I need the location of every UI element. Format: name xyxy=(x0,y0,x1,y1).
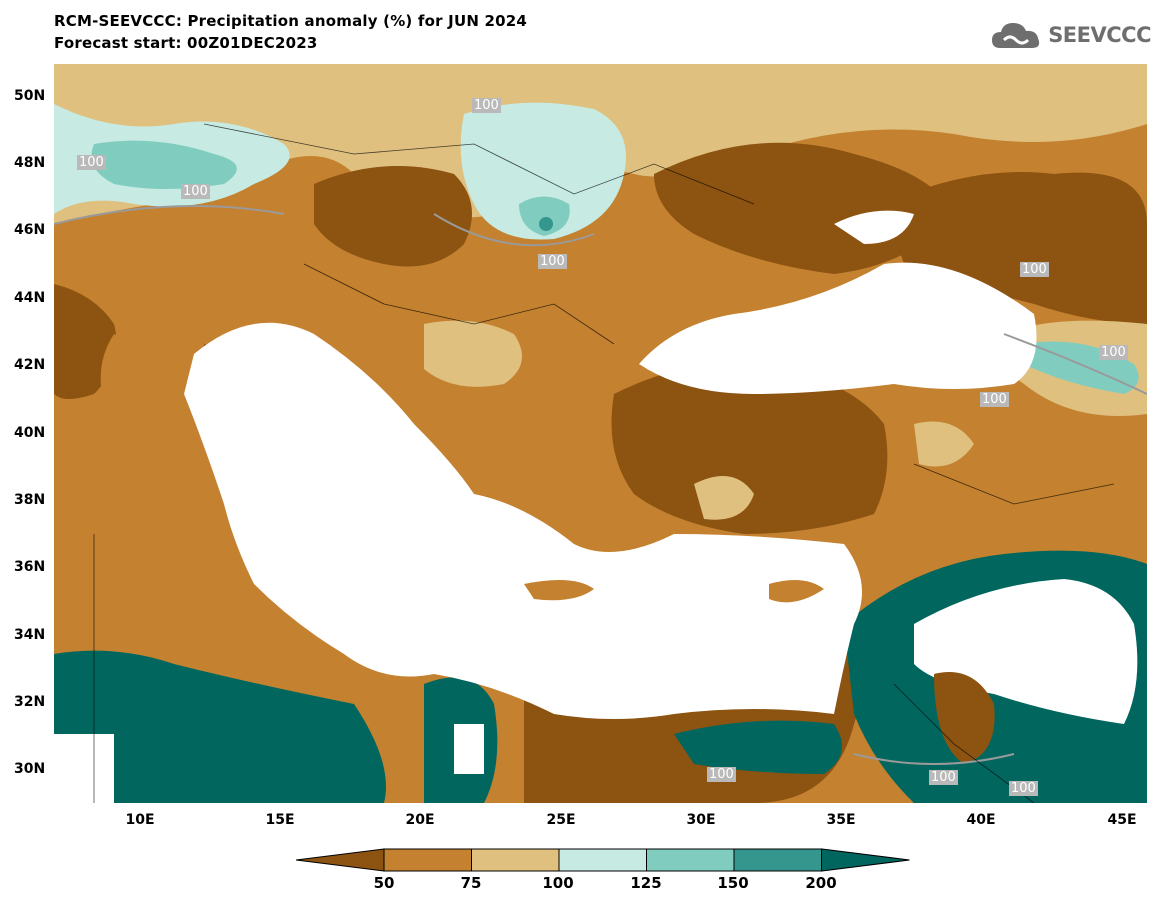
precipitation-anomaly-map xyxy=(54,64,1147,803)
lat-tick: 38N xyxy=(14,492,46,508)
legend-swatch xyxy=(733,848,822,872)
lat-tick: 50N xyxy=(14,88,46,104)
legend-swatch xyxy=(646,848,735,872)
contour-label: 100 xyxy=(980,392,1009,407)
legend-swatch xyxy=(471,848,560,872)
lon-tick: 10E xyxy=(125,812,155,828)
legend-label: 100 xyxy=(542,874,574,892)
contour-label: 100 xyxy=(1020,262,1049,277)
contour-label: 100 xyxy=(538,254,567,269)
lon-tick: 35E xyxy=(826,812,856,828)
legend-swatch-above-200 xyxy=(821,848,910,872)
legend-swatch xyxy=(558,848,647,872)
lon-tick: 45E xyxy=(1107,812,1137,828)
lat-tick: 44N xyxy=(14,290,46,306)
lon-tick: 40E xyxy=(966,812,996,828)
lon-tick: 25E xyxy=(546,812,576,828)
lat-tick: 40N xyxy=(14,425,46,441)
color-bar-legend xyxy=(295,848,910,876)
lat-tick: 32N xyxy=(14,694,46,710)
contour-label: 100 xyxy=(1099,345,1128,360)
map-title: RCM-SEEVCCC: Precipitation anomaly (%) f… xyxy=(54,12,528,30)
lat-tick: 36N xyxy=(14,559,46,575)
lat-tick: 46N xyxy=(14,222,46,238)
lon-tick: 20E xyxy=(405,812,435,828)
contour-label: 100 xyxy=(929,770,958,785)
lat-tick: 34N xyxy=(14,627,46,643)
seevccc-logo: SEEVCCC xyxy=(990,18,1151,52)
legend-label: 200 xyxy=(805,874,837,892)
lat-tick: 30N xyxy=(14,761,46,777)
contour-label: 100 xyxy=(472,98,501,113)
cloud-logo-icon xyxy=(992,23,1040,48)
lat-tick: 42N xyxy=(14,357,46,373)
forecast-start-label: Forecast start: 00Z01DEC2023 xyxy=(54,34,318,52)
contour-label: 100 xyxy=(77,155,106,170)
legend-label: 75 xyxy=(460,874,482,892)
legend-swatch xyxy=(383,848,472,872)
contour-label: 100 xyxy=(707,767,736,782)
logo-text: SEEVCCC xyxy=(1048,23,1151,47)
contour-label: 100 xyxy=(1009,781,1038,796)
legend-label: 50 xyxy=(373,874,395,892)
legend-swatch-below-50 xyxy=(295,848,385,872)
contour-label: 100 xyxy=(181,184,210,199)
lon-tick: 15E xyxy=(265,812,295,828)
legend-label: 150 xyxy=(717,874,749,892)
lon-tick: 30E xyxy=(686,812,716,828)
legend-label: 125 xyxy=(630,874,662,892)
color-bar xyxy=(295,848,910,872)
lat-tick: 48N xyxy=(14,155,46,171)
